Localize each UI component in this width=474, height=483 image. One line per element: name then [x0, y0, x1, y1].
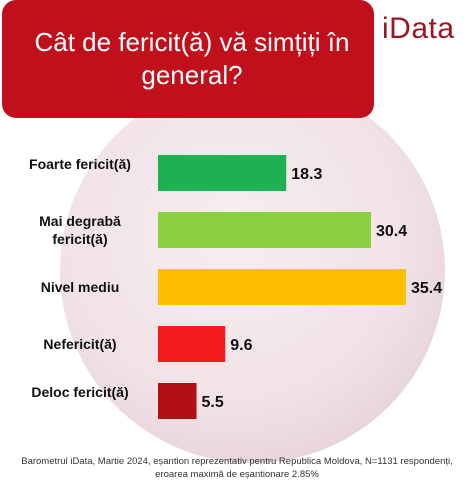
value-label-1: 30.4 [376, 223, 407, 240]
idata-logo: iData [382, 12, 455, 46]
bar-0 [158, 155, 287, 191]
bar-3 [158, 326, 226, 362]
footer-note: Barometrul iData, Martie 2024, eșantion … [21, 456, 453, 480]
title-banner: Cât de fericit(ă) vă simțiți în general? [2, 0, 374, 118]
logo-text: iData [382, 12, 455, 45]
bar-1 [158, 212, 371, 248]
chart-title: Cât de fericit(ă) vă simțiți în general? [34, 27, 350, 90]
category-label-1: Mai degrabă fericit(ă) [39, 213, 121, 247]
category-label-0: Foarte fericit(ă) [29, 156, 131, 172]
value-label-3: 9.6 [230, 337, 252, 354]
value-label-2: 35.4 [411, 280, 442, 297]
category-label-3: Nefericit(ă) [43, 336, 117, 352]
category-label-2: Nivel mediu [40, 279, 120, 295]
bar-2 [158, 269, 406, 305]
bar-4 [158, 383, 197, 419]
category-label-4: Deloc fericit(ă) [31, 384, 129, 400]
value-label-0: 18.3 [291, 166, 322, 183]
value-label-4: 5.5 [202, 394, 224, 411]
